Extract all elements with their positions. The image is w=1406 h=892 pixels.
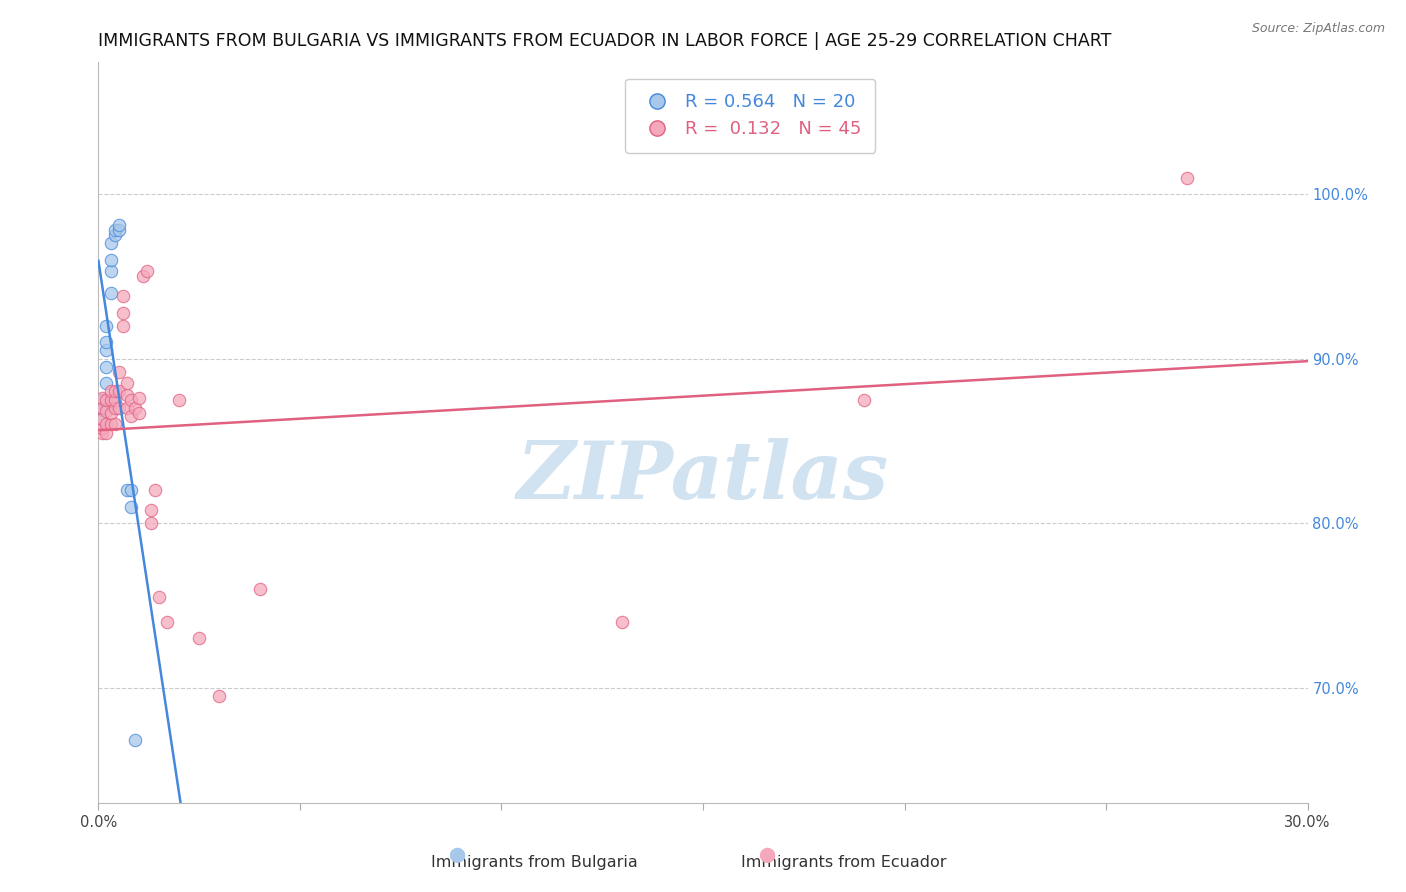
Point [107, 401, 129, 415]
Point [124, 733, 146, 747]
Legend: R = 0.564   N = 20, R =  0.132   N = 45: R = 0.564 N = 20, R = 0.132 N = 45 [624, 78, 876, 153]
Point [100, 392, 122, 407]
Point [96, 425, 118, 440]
Point [139, 516, 162, 530]
Point [100, 417, 122, 432]
Point [100, 264, 122, 278]
Point [100, 252, 122, 267]
Point [120, 392, 142, 407]
Point [115, 483, 138, 498]
Point [103, 228, 125, 243]
Point [91, 391, 114, 405]
Point [120, 409, 142, 424]
Point [107, 384, 129, 399]
Text: ⬤: ⬤ [758, 848, 775, 863]
Point [128, 391, 150, 405]
Point [132, 269, 155, 284]
Point [103, 401, 125, 415]
Point [120, 483, 142, 498]
Point [612, 615, 634, 629]
Point [100, 236, 122, 251]
Text: ZIPatlas: ZIPatlas [517, 438, 889, 516]
Point [135, 264, 157, 278]
Point [96, 359, 118, 374]
Text: ⬤: ⬤ [449, 848, 465, 863]
Point [100, 285, 122, 300]
Point [107, 219, 129, 233]
Point [188, 632, 211, 646]
Point [96, 343, 118, 358]
Point [107, 223, 129, 237]
Point [111, 318, 134, 333]
Point [96, 392, 118, 407]
Point [103, 392, 125, 407]
Point [91, 420, 114, 434]
Point [91, 412, 114, 426]
Point [100, 406, 122, 420]
Point [120, 500, 142, 514]
Point [96, 318, 118, 333]
Point [128, 406, 150, 420]
Point [100, 384, 122, 399]
Point [167, 392, 190, 407]
Point [111, 305, 134, 319]
Point [143, 483, 166, 498]
Point [103, 384, 125, 399]
Y-axis label: In Labor Force | Age 25-29: In Labor Force | Age 25-29 [0, 332, 8, 533]
Point [96, 376, 118, 391]
Text: Source: ZipAtlas.com: Source: ZipAtlas.com [1251, 22, 1385, 36]
Point [91, 392, 114, 407]
Text: IMMIGRANTS FROM BULGARIA VS IMMIGRANTS FROM ECUADOR IN LABOR FORCE | AGE 25-29 C: IMMIGRANTS FROM BULGARIA VS IMMIGRANTS F… [98, 32, 1112, 50]
Point [96, 335, 118, 350]
Point [91, 425, 114, 440]
Point [156, 615, 179, 629]
Point [124, 401, 146, 415]
Point [91, 401, 114, 415]
Point [853, 392, 876, 407]
Text: Immigrants from Ecuador: Immigrants from Ecuador [741, 855, 946, 870]
Point [139, 503, 162, 517]
Point [148, 590, 170, 604]
Text: Immigrants from Bulgaria: Immigrants from Bulgaria [430, 855, 638, 870]
Point [96, 417, 118, 432]
Point [111, 289, 134, 303]
Point [103, 417, 125, 432]
Point [91, 401, 114, 415]
Point [208, 689, 231, 703]
Point [115, 388, 138, 402]
Point [115, 401, 138, 415]
Point [103, 223, 125, 237]
Point [96, 404, 118, 418]
Point [107, 365, 129, 379]
Point [115, 376, 138, 391]
Point [91, 412, 114, 426]
Point [249, 582, 271, 596]
Point [1175, 170, 1198, 185]
